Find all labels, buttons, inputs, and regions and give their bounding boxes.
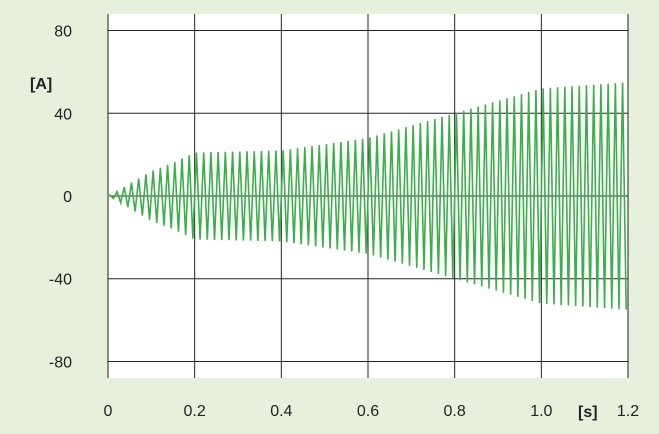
y-tick-label: 0 (63, 189, 72, 206)
tick-labels: 0 0.2 0.4 0.6 0.8 1.0 1.2 80 40 0 -40 -80 (49, 24, 639, 420)
x-tick-label: 0.2 (184, 403, 206, 420)
series-current-line (107, 82, 627, 310)
y-tick-label: -80 (49, 354, 72, 371)
y-tick-label: 80 (54, 24, 72, 41)
x-tick-label: 0.4 (270, 403, 292, 420)
x-tick-label: 1.2 (617, 403, 639, 420)
x-tick-label: 0 (104, 403, 113, 420)
x-tick-label: 0.6 (357, 403, 379, 420)
x-tick-label: 0.8 (444, 403, 466, 420)
x-axis-unit-label: [s] (578, 404, 598, 421)
y-tick-label: -40 (49, 272, 72, 289)
x-tick-label: 1.0 (530, 403, 552, 420)
y-tick-label: 40 (54, 106, 72, 123)
series-group (107, 82, 627, 310)
y-axis-unit-label: [A] (30, 76, 52, 93)
